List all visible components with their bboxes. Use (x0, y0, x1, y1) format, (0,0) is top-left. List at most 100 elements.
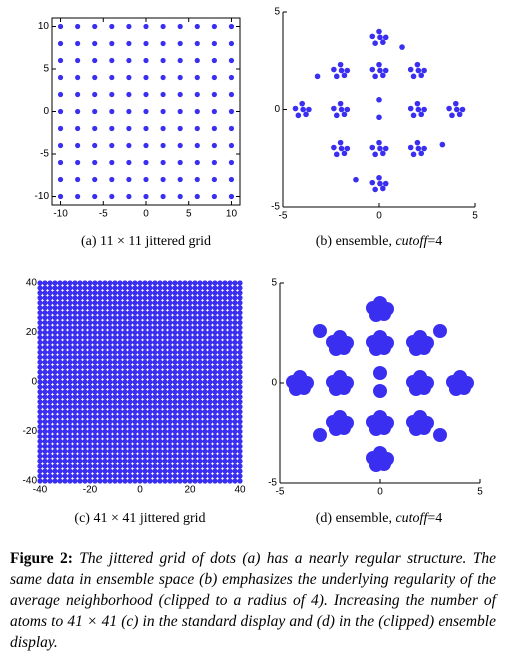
point (132, 359, 138, 365)
point (77, 374, 83, 380)
point (92, 329, 98, 336)
point (217, 379, 223, 385)
point (182, 320, 188, 326)
point (47, 295, 53, 301)
point (172, 384, 178, 390)
point (97, 290, 103, 296)
point (167, 473, 173, 479)
point (299, 100, 306, 107)
point (47, 438, 53, 444)
point (47, 443, 53, 449)
point (147, 285, 153, 291)
point (376, 139, 382, 146)
point (212, 468, 218, 474)
point (102, 419, 108, 425)
point (132, 433, 138, 440)
point (172, 379, 178, 385)
point (52, 404, 58, 410)
point (82, 404, 88, 410)
point (57, 419, 63, 425)
point (87, 473, 93, 479)
point (232, 468, 238, 474)
point (57, 379, 63, 385)
point (127, 379, 133, 385)
point (47, 305, 53, 311)
point (102, 443, 108, 449)
point (207, 300, 213, 306)
point (102, 295, 108, 301)
point (75, 176, 81, 183)
point (167, 443, 173, 449)
point (217, 473, 223, 479)
point (237, 285, 243, 291)
point (197, 315, 203, 321)
point (212, 344, 218, 350)
point (42, 280, 48, 286)
point (227, 428, 233, 435)
point (177, 310, 183, 316)
point (192, 463, 198, 469)
point (202, 379, 208, 385)
point (52, 344, 58, 350)
point (47, 458, 53, 464)
point (87, 478, 93, 484)
point (132, 423, 138, 430)
point (147, 384, 153, 390)
point (172, 428, 178, 435)
point (127, 438, 133, 444)
point (132, 379, 138, 385)
point (62, 295, 68, 301)
point (97, 339, 103, 345)
point (222, 329, 228, 336)
point (157, 394, 163, 400)
point (82, 295, 88, 301)
point (157, 428, 163, 435)
point (172, 438, 178, 444)
point (167, 290, 173, 296)
point (177, 384, 183, 390)
point (162, 453, 168, 459)
point (132, 473, 138, 479)
point (192, 394, 198, 400)
point (232, 295, 238, 301)
point (82, 394, 88, 400)
y-tick-label: 5 (271, 278, 277, 289)
point (222, 295, 228, 301)
point (197, 280, 203, 286)
point (227, 339, 233, 345)
point (67, 295, 73, 301)
point (197, 369, 203, 375)
point (382, 180, 389, 187)
point (228, 125, 235, 132)
point (107, 433, 113, 440)
point (197, 453, 203, 459)
point (137, 369, 143, 375)
point (92, 468, 98, 474)
point (77, 280, 83, 286)
point (182, 280, 188, 286)
point (415, 145, 422, 152)
point (202, 359, 208, 365)
point (122, 389, 128, 395)
point (439, 141, 446, 148)
point (72, 369, 78, 375)
point (42, 334, 48, 341)
point (37, 310, 43, 316)
point (227, 315, 233, 321)
point (211, 142, 217, 149)
point (122, 458, 128, 464)
point (117, 364, 123, 370)
point (122, 300, 128, 306)
point (127, 344, 133, 350)
point (107, 379, 113, 385)
point (57, 324, 63, 331)
point (117, 448, 123, 454)
point (42, 320, 48, 326)
point (102, 359, 108, 365)
point (132, 339, 138, 345)
point (62, 354, 68, 360)
y-tick-label: 10 (38, 21, 50, 32)
point (194, 108, 200, 115)
point (62, 463, 68, 469)
